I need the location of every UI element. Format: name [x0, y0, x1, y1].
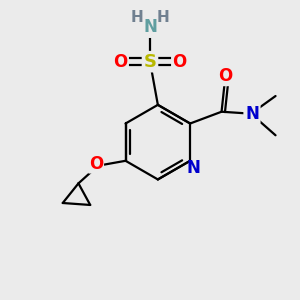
Text: H: H [131, 10, 144, 25]
Text: O: O [172, 53, 187, 71]
Text: O: O [218, 68, 233, 85]
Text: S: S [143, 53, 157, 71]
Text: O: O [89, 155, 103, 173]
Text: O: O [113, 53, 128, 71]
Text: H: H [156, 10, 169, 25]
Text: N: N [143, 18, 157, 36]
Text: N: N [245, 105, 259, 123]
Text: N: N [186, 159, 200, 177]
